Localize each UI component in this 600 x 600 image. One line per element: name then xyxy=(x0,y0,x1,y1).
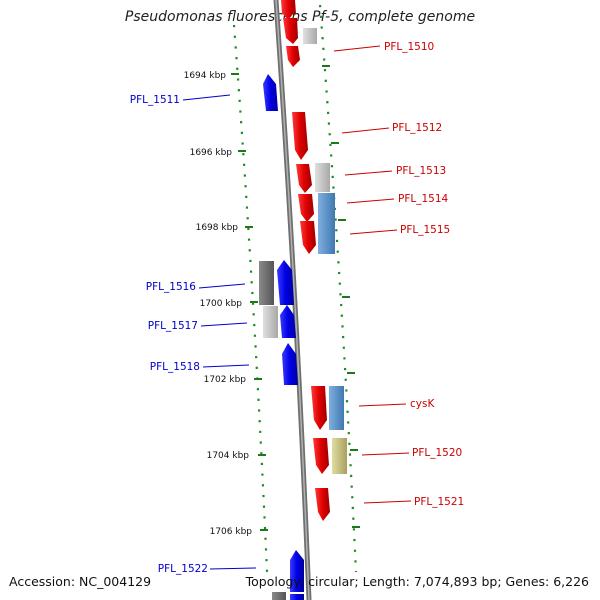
accession-text: Accession: NC_004129 xyxy=(9,574,152,589)
leader-line xyxy=(209,567,257,570)
leader-line xyxy=(344,170,393,176)
forward-genes xyxy=(281,0,330,521)
feature-block xyxy=(303,28,317,44)
label-leaders-left xyxy=(182,94,257,570)
gene-label[interactable]: PFL_1521 xyxy=(414,496,464,508)
leader-line xyxy=(358,403,407,407)
leader-line xyxy=(346,198,395,204)
ruler-label: 1706 kbp xyxy=(210,527,253,537)
feature-block xyxy=(263,306,278,338)
feature-blocks xyxy=(259,28,347,600)
gene-arrow-forward[interactable] xyxy=(300,221,316,254)
ruler-guide-left xyxy=(232,24,269,573)
label-leaders-right xyxy=(333,45,412,504)
gene-labels-reverse: PFL_1511 PFL_1516 PFL_1517 PFL_1518 PFL_… xyxy=(130,94,208,575)
ruler-label: 1698 kbp xyxy=(196,223,239,233)
map-title: Pseudomonas fluorescens Pf-5, complete g… xyxy=(124,9,476,25)
feature-block xyxy=(315,163,330,192)
gene-label[interactable]: PFL_1512 xyxy=(392,122,442,134)
ruler-ticks xyxy=(231,65,360,531)
ruler-label: 1704 kbp xyxy=(207,451,250,461)
genome-stats: Topology: circular; Length: 7,074,893 bp… xyxy=(245,574,589,589)
gene-label[interactable]: PFL_1518 xyxy=(150,361,200,373)
gene-arrow-reverse[interactable] xyxy=(282,343,298,385)
feature-block xyxy=(259,261,274,305)
leader-line xyxy=(182,94,231,101)
feature-block xyxy=(332,438,347,474)
ruler-label: 1700 kbp xyxy=(200,299,243,309)
ruler-labels: 1694 kbp 1696 kbp 1698 kbp 1700 kbp 1702… xyxy=(184,71,253,537)
gene-labels-forward: PFL_1510 PFL_1512 PFL_1513 PFL_1514 PFL_… xyxy=(384,41,464,508)
feature-block xyxy=(318,193,335,254)
leader-line xyxy=(341,127,390,134)
leader-line xyxy=(363,500,412,504)
feature-block xyxy=(272,592,286,600)
gene-arrow-forward[interactable] xyxy=(298,194,314,222)
feature-block xyxy=(329,386,344,430)
reverse-genes xyxy=(263,74,304,600)
gene-arrow-forward[interactable] xyxy=(315,488,330,521)
gene-arrow-reverse[interactable] xyxy=(290,594,304,600)
gene-arrow-forward[interactable] xyxy=(283,18,298,44)
ruler-label: 1694 kbp xyxy=(184,71,227,81)
gene-arrow-forward[interactable] xyxy=(286,46,300,67)
gene-arrow-reverse[interactable] xyxy=(290,550,304,592)
leader-line xyxy=(333,45,381,52)
leader-line xyxy=(361,452,410,456)
leader-line xyxy=(198,283,246,289)
gene-arrow-forward[interactable] xyxy=(311,386,327,430)
gene-label[interactable]: PFL_1511 xyxy=(130,94,180,106)
genome-backbone-highlight xyxy=(275,0,310,600)
gene-label[interactable]: PFL_1515 xyxy=(400,224,450,236)
gene-label[interactable]: PFL_1522 xyxy=(158,563,208,575)
gene-label[interactable]: PFL_1514 xyxy=(398,193,449,205)
gene-arrow-reverse[interactable] xyxy=(263,74,278,111)
gene-arrow-forward[interactable] xyxy=(296,164,312,193)
gene-arrow-forward[interactable] xyxy=(281,0,296,20)
gene-arrow-reverse[interactable] xyxy=(277,260,294,305)
gene-label[interactable]: PFL_1517 xyxy=(148,320,198,332)
ruler-guide-right xyxy=(318,4,358,573)
gene-arrow-reverse[interactable] xyxy=(280,305,296,338)
leader-line xyxy=(202,364,250,368)
gene-label[interactable]: PFL_1516 xyxy=(146,281,197,293)
gene-label[interactable]: PFL_1520 xyxy=(412,447,462,459)
gene-arrow-forward[interactable] xyxy=(313,438,329,474)
ruler-label: 1702 kbp xyxy=(204,375,247,385)
ruler-label: 1696 kbp xyxy=(190,148,233,158)
gene-arrow-forward[interactable] xyxy=(292,112,308,160)
gene-label[interactable]: cysK xyxy=(410,398,435,410)
gene-label[interactable]: PFL_1510 xyxy=(384,41,434,53)
leader-line xyxy=(349,229,398,235)
leader-line xyxy=(200,322,248,327)
gene-label[interactable]: PFL_1513 xyxy=(396,165,446,177)
